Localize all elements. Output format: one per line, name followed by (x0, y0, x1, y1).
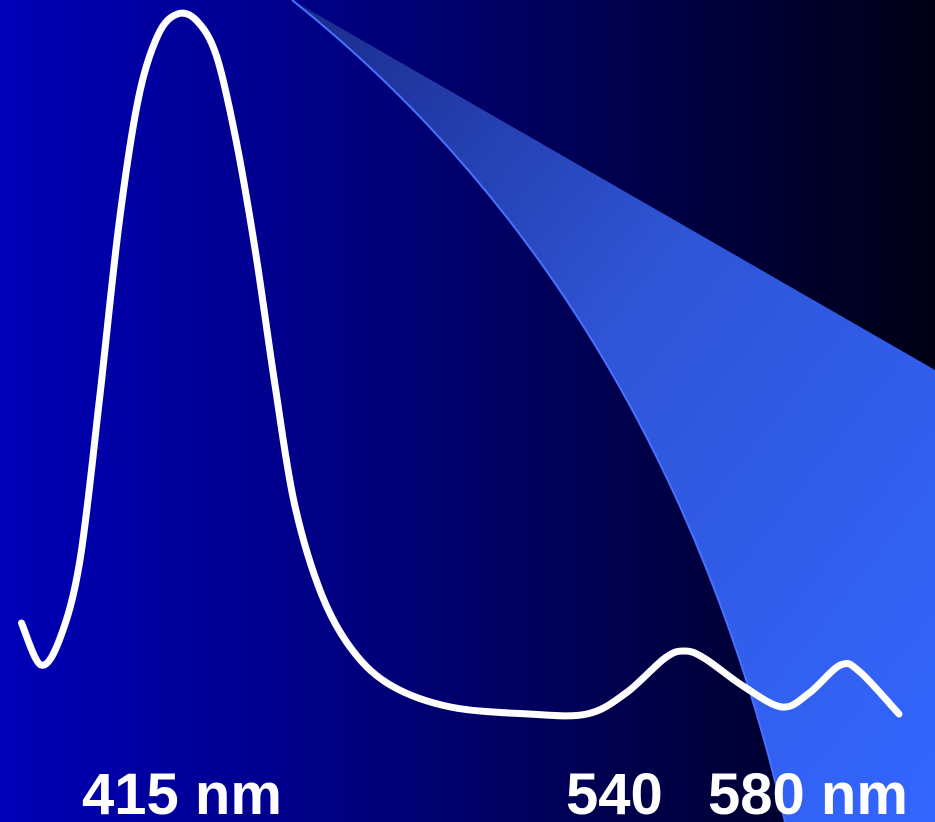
series-layer (18, 9, 903, 720)
light-beam-wedge (292, 0, 935, 822)
tick-label-540: 540 (566, 762, 663, 822)
tick-label-580: 580 nm (708, 762, 908, 822)
light-beam-edge (291, 0, 786, 822)
tick-label-415: 415 nm (82, 762, 282, 822)
spectrum-line-0 (18, 9, 903, 720)
